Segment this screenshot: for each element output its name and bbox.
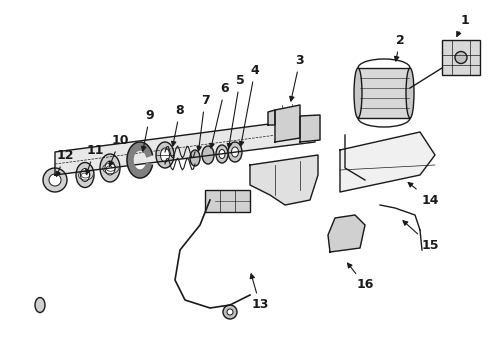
Text: 5: 5 <box>227 73 245 148</box>
Text: 8: 8 <box>172 104 184 146</box>
Circle shape <box>223 305 237 319</box>
Ellipse shape <box>216 145 228 163</box>
Text: 14: 14 <box>408 183 439 207</box>
Circle shape <box>49 174 61 186</box>
Text: 15: 15 <box>403 221 439 252</box>
Circle shape <box>43 168 67 192</box>
Ellipse shape <box>455 51 467 63</box>
Ellipse shape <box>354 68 362 118</box>
Polygon shape <box>275 105 300 142</box>
Bar <box>442 40 480 75</box>
Polygon shape <box>300 115 320 142</box>
Ellipse shape <box>35 297 45 312</box>
Polygon shape <box>127 142 152 178</box>
Bar <box>205 190 250 212</box>
Polygon shape <box>268 110 275 125</box>
Polygon shape <box>328 215 365 252</box>
Ellipse shape <box>202 146 214 164</box>
Bar <box>358 68 410 118</box>
Ellipse shape <box>190 150 200 166</box>
Ellipse shape <box>219 149 225 158</box>
Text: 12: 12 <box>56 149 74 176</box>
Text: 7: 7 <box>197 94 209 151</box>
Text: 9: 9 <box>142 108 154 151</box>
Text: 1: 1 <box>457 14 469 36</box>
Ellipse shape <box>100 154 120 182</box>
Polygon shape <box>55 118 315 175</box>
Ellipse shape <box>80 168 90 181</box>
Ellipse shape <box>156 142 174 168</box>
Text: 16: 16 <box>347 263 374 292</box>
Text: 4: 4 <box>240 63 259 146</box>
Text: 6: 6 <box>210 81 229 148</box>
Text: 11: 11 <box>86 144 104 174</box>
Text: 3: 3 <box>290 54 304 101</box>
Circle shape <box>227 309 233 315</box>
Polygon shape <box>340 132 435 192</box>
Ellipse shape <box>161 148 170 162</box>
Ellipse shape <box>406 68 414 118</box>
Text: 13: 13 <box>250 274 269 311</box>
Ellipse shape <box>105 161 115 175</box>
Polygon shape <box>250 155 318 205</box>
Ellipse shape <box>228 142 242 162</box>
Ellipse shape <box>76 162 94 188</box>
Ellipse shape <box>231 147 239 157</box>
Text: 2: 2 <box>394 33 404 61</box>
Text: 10: 10 <box>109 134 129 166</box>
